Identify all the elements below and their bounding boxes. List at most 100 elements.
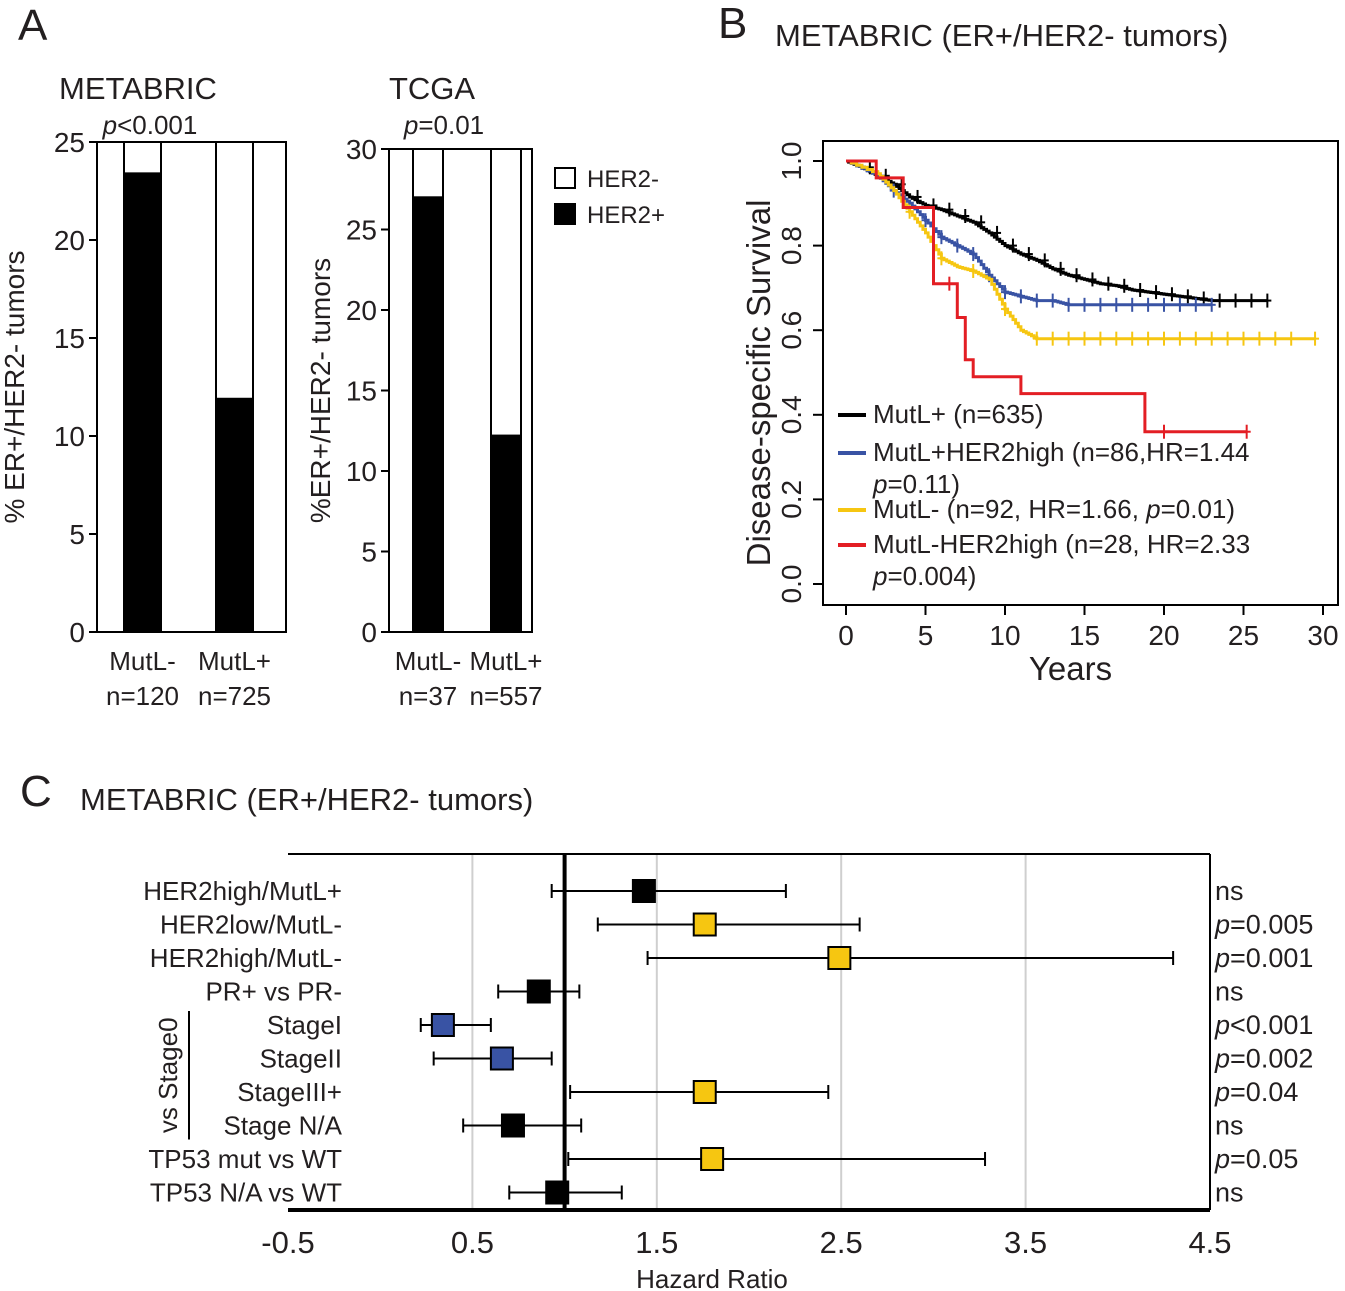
bar-her2-neg bbox=[215, 141, 254, 400]
tcga-bar-chart: TCGA p=0.01 0 5 10 15 20 25 30 %ER+/HER2- tumors M… bbox=[305, 71, 543, 711]
legend-entry-continuation: p=0.11) bbox=[872, 469, 960, 499]
km-curve-mutl- bbox=[846, 159, 1268, 303]
x-category-n: n=37 bbox=[399, 681, 458, 711]
legend-swatch-her2-neg bbox=[554, 167, 576, 189]
row-label: StageI bbox=[267, 1010, 342, 1040]
y-tick-label: 1.0 bbox=[776, 142, 807, 181]
hazard-ratio-marker bbox=[692, 912, 717, 937]
panel-c-title: METABRIC (ER+/HER2- tumors) bbox=[80, 782, 533, 817]
x-axis-label: Hazard Ratio bbox=[636, 1264, 788, 1291]
y-tick-label: 0.8 bbox=[776, 226, 807, 265]
plot-frame bbox=[96, 141, 287, 633]
x-tick-label: 20 bbox=[1148, 620, 1179, 651]
row-label: HER2high/MutL+ bbox=[143, 876, 342, 906]
x-category-label: MutL+ bbox=[470, 646, 543, 676]
x-tick-label: 10 bbox=[989, 620, 1020, 651]
panel-a-letter: A bbox=[18, 1, 48, 50]
x-tick-label: 3.5 bbox=[1004, 1225, 1047, 1260]
row-label: Stage N/A bbox=[223, 1111, 342, 1141]
y-tick-label: 15 bbox=[54, 323, 85, 354]
significance-label: p=0.001 bbox=[1214, 943, 1313, 973]
x-tick-label: 30 bbox=[1307, 620, 1338, 651]
hazard-ratio-marker bbox=[545, 1180, 570, 1205]
y-tick-label: 25 bbox=[346, 215, 377, 246]
legend-swatch-her2-pos bbox=[554, 203, 576, 225]
bar-her2-pos bbox=[123, 172, 162, 634]
x-tick-label: 1.5 bbox=[635, 1225, 678, 1260]
hazard-ratio-marker bbox=[631, 879, 656, 903]
bar-her2-neg bbox=[412, 148, 444, 199]
y-tick-label: 15 bbox=[346, 376, 377, 407]
y-tick-label: 20 bbox=[346, 295, 377, 326]
panel-b-letter: B bbox=[718, 0, 747, 48]
bar-chart-pvalue: p=0.01 bbox=[403, 110, 484, 140]
x-tick-label: 4.5 bbox=[1188, 1225, 1231, 1260]
y-axis-label: % ER+/HER2- tumors bbox=[0, 250, 30, 523]
legend-entry: MutL+HER2high (n=86,HR=1.44 bbox=[873, 437, 1250, 467]
row-label: HER2high/MutL- bbox=[150, 943, 342, 973]
hazard-ratio-marker bbox=[489, 1046, 514, 1071]
km-curve-mutl- bbox=[846, 159, 1315, 341]
significance-label: p=0.04 bbox=[1214, 1077, 1298, 1107]
y-tick-label: 5 bbox=[361, 537, 377, 568]
bar-chart-pvalue: p<0.001 bbox=[102, 110, 198, 140]
y-tick-label: 0 bbox=[69, 617, 85, 648]
y-tick-label: 0.2 bbox=[776, 480, 807, 519]
y-tick-label: 10 bbox=[54, 421, 85, 452]
bar-her2-pos bbox=[215, 397, 254, 634]
metabric-bar-chart: METABRIC p<0.001 0 5 10 15 20 25 % ER+/HER2- tum… bbox=[0, 71, 287, 711]
bar-her2-neg bbox=[123, 141, 162, 175]
y-tick-label: 0 bbox=[361, 617, 377, 648]
row-label: StageII bbox=[260, 1044, 342, 1074]
hazard-ratio-marker bbox=[700, 1147, 725, 1171]
stage-bracket-label: vs Stage0 bbox=[153, 1017, 183, 1133]
x-tick-label: 5 bbox=[918, 620, 934, 651]
plot-frame bbox=[822, 140, 1339, 606]
panel-b-title: METABRIC (ER+/HER2- tumors) bbox=[775, 18, 1228, 53]
significance-label: p=0.005 bbox=[1214, 910, 1313, 940]
legend-entry: MutL-HER2high (n=28, HR=2.33 bbox=[873, 529, 1250, 559]
legend-entry: MutL- (n=92, HR=1.66, p=0.01) bbox=[873, 494, 1235, 524]
hazard-ratio-marker bbox=[500, 1113, 525, 1138]
y-tick-label: 30 bbox=[346, 134, 377, 165]
row-label: TP53 N/A vs WT bbox=[150, 1178, 342, 1208]
y-tick-label: 5 bbox=[69, 519, 85, 550]
bar-her2-pos bbox=[412, 196, 444, 634]
y-tick-label: 10 bbox=[346, 456, 377, 487]
significance-label: ns bbox=[1215, 876, 1244, 906]
x-tick-label: 0.5 bbox=[451, 1225, 494, 1260]
x-tick-label: 0 bbox=[838, 620, 854, 651]
x-category-label: MutL- bbox=[395, 646, 461, 676]
legend-label-her2-neg: HER2- bbox=[587, 166, 659, 193]
forest-plot: -0.5 0.5 1.5 2.5 3.5 4.5 Hazard Ratio HER2high/… bbox=[143, 853, 1313, 1291]
significance-label: p=0.05 bbox=[1214, 1144, 1298, 1174]
km-curve-mutl-her2high bbox=[846, 159, 1247, 434]
hazard-ratio-marker bbox=[692, 1080, 717, 1104]
significance-label: ns bbox=[1215, 977, 1244, 1007]
hazard-ratio-marker bbox=[430, 1013, 455, 1037]
legend-entry: MutL+ (n=635) bbox=[873, 399, 1044, 429]
bar-her2-neg bbox=[490, 148, 522, 437]
x-category-label: MutL- bbox=[109, 646, 175, 676]
y-axis-label: %ER+/HER2- tumors bbox=[305, 258, 336, 523]
x-category-label: MutL+ bbox=[198, 646, 271, 676]
x-category-n: n=557 bbox=[469, 681, 542, 711]
x-tick-label: 2.5 bbox=[820, 1225, 863, 1260]
y-tick-label: 20 bbox=[54, 225, 85, 256]
legend-entry-continuation: p=0.004) bbox=[872, 561, 976, 591]
significance-label: p<0.001 bbox=[1214, 1010, 1313, 1040]
bar-chart-title: METABRIC bbox=[59, 71, 217, 106]
bar-chart-title: TCGA bbox=[389, 71, 475, 106]
x-category-n: n=120 bbox=[106, 681, 179, 711]
x-category-n: n=725 bbox=[198, 681, 271, 711]
y-tick-label: 0.0 bbox=[776, 565, 807, 604]
bar-her2-pos bbox=[490, 434, 522, 633]
row-label: TP53 mut vs WT bbox=[148, 1144, 342, 1174]
survival-plot: 0 5 10 15 20 25 30 0.0 0.2 0.4 0.6 0.8 1.0 Years Disea… bbox=[740, 140, 1339, 687]
row-label: PR+ vs PR- bbox=[205, 977, 342, 1007]
x-tick-label: 25 bbox=[1228, 620, 1259, 651]
panel-c-letter: C bbox=[20, 767, 52, 816]
legend-label-her2-pos: HER2+ bbox=[587, 202, 665, 229]
significance-label: ns bbox=[1215, 1111, 1244, 1141]
